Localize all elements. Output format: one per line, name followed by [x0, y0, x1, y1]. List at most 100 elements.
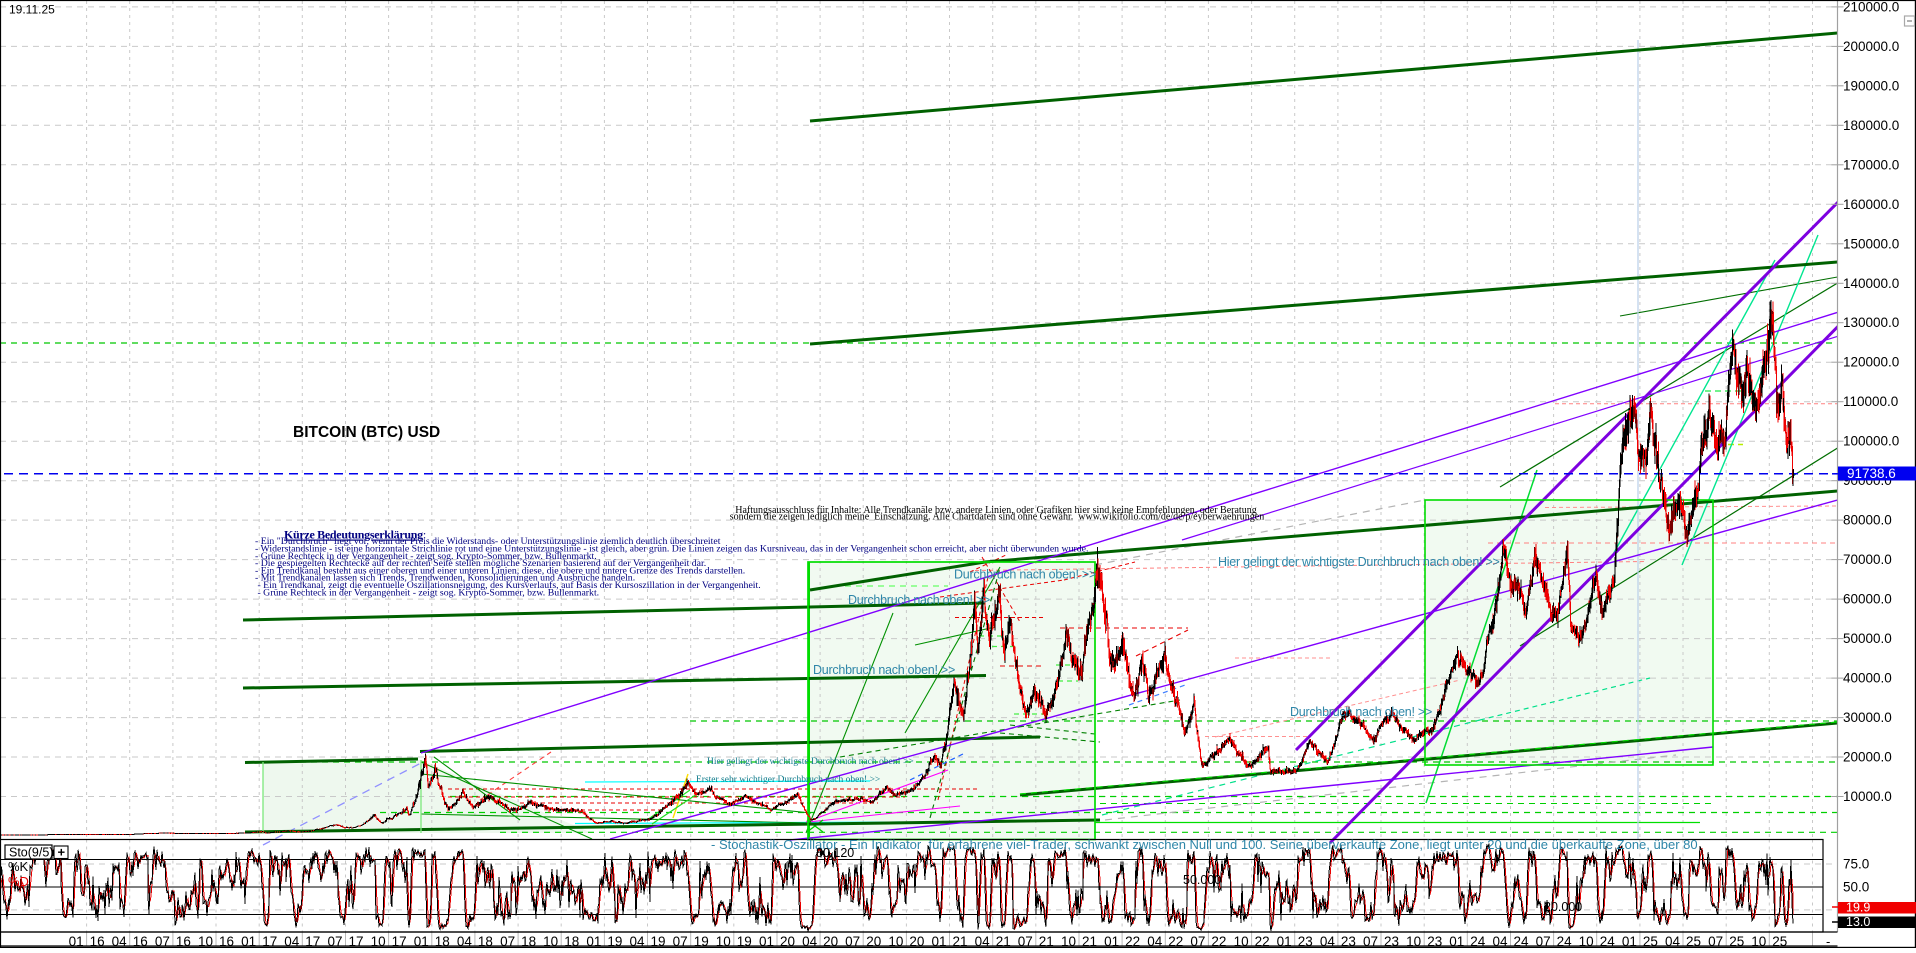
svg-text:- Stochastik-Oszillator - Ein: - Stochastik-Oszillator - Ein Indikator …	[711, 837, 1698, 852]
svg-text:10: 10	[371, 934, 386, 948]
svg-text:+: +	[58, 845, 66, 860]
svg-text:10: 10	[198, 934, 213, 948]
svg-text:130000.0: 130000.0	[1843, 315, 1899, 330]
svg-text:19: 19	[651, 934, 666, 948]
svg-text:70000.0: 70000.0	[1843, 552, 1892, 567]
svg-text:210000.0: 210000.0	[1843, 0, 1899, 14]
svg-text:23: 23	[1298, 934, 1313, 948]
svg-text:07: 07	[327, 934, 342, 948]
svg-text:BITCOIN (BTC) USD: BITCOIN (BTC) USD	[293, 424, 440, 441]
svg-text:Kürze Bedeutungserklärung:: Kürze Bedeutungserklärung:	[284, 528, 426, 542]
svg-text:Sto(9/5): Sto(9/5)	[9, 846, 53, 860]
svg-text:25: 25	[1643, 934, 1658, 948]
svg-text:01: 01	[414, 934, 429, 948]
svg-text:-: -	[1826, 934, 1830, 948]
svg-text:23: 23	[1384, 934, 1399, 948]
svg-text:01: 01	[931, 934, 946, 948]
svg-text:40000.0: 40000.0	[1843, 671, 1892, 686]
svg-text:10: 10	[543, 934, 558, 948]
svg-text:07: 07	[155, 934, 170, 948]
svg-text:%D: %D	[8, 874, 29, 889]
svg-text:- Ein Trendkanal, zeigt die ev: - Ein Trendkanal, zeigt die eventuelle O…	[255, 580, 761, 591]
svg-text:24: 24	[1514, 934, 1530, 948]
svg-text:190000.0: 190000.0	[1843, 78, 1899, 93]
svg-text:01: 01	[1622, 934, 1637, 948]
svg-text:24: 24	[1470, 934, 1486, 948]
svg-text:20: 20	[780, 934, 795, 948]
svg-text:21: 21	[1039, 934, 1054, 948]
svg-text:10: 10	[1061, 934, 1076, 948]
svg-text:Erster sehr wichtiger Durchbru: Erster sehr wichtiger Durchbruch nach ob…	[696, 775, 880, 785]
svg-text:07: 07	[845, 934, 860, 948]
svg-text:04: 04	[1147, 934, 1163, 948]
svg-text:19: 19	[607, 934, 622, 948]
svg-text:50.0: 50.0	[1843, 880, 1869, 895]
svg-text:10: 10	[716, 934, 731, 948]
svg-text:01: 01	[1104, 934, 1119, 948]
svg-text:04: 04	[457, 934, 473, 948]
svg-text:04: 04	[975, 934, 991, 948]
svg-text:07: 07	[1708, 934, 1723, 948]
svg-text:%K: %K	[8, 859, 29, 874]
svg-text:Durchbruch nach oben! >>: Durchbruch nach oben! >>	[954, 568, 1096, 582]
svg-text:180000.0: 180000.0	[1843, 118, 1899, 133]
svg-text:21: 21	[996, 934, 1011, 948]
svg-text:19.9: 19.9	[1846, 901, 1870, 915]
svg-text:10: 10	[1406, 934, 1421, 948]
svg-text:07: 07	[500, 934, 515, 948]
svg-text:100000.0: 100000.0	[1843, 434, 1899, 449]
svg-text:160000.0: 160000.0	[1843, 197, 1899, 212]
svg-text:60000.0: 60000.0	[1843, 592, 1892, 607]
svg-text:18: 18	[478, 934, 493, 948]
svg-text:50000.0: 50000.0	[1843, 631, 1892, 646]
svg-text:25: 25	[1686, 934, 1701, 948]
svg-text:25: 25	[1772, 934, 1787, 948]
svg-text:- Die gespiegelten Rechtecke a: - Die gespiegelten Rechtecke auf der rec…	[255, 558, 706, 569]
svg-text:07: 07	[673, 934, 688, 948]
svg-text:18: 18	[564, 934, 579, 948]
svg-text:20: 20	[909, 934, 924, 948]
svg-text:16: 16	[90, 934, 105, 948]
svg-text:19: 19	[694, 934, 709, 948]
svg-text:Durchbruch nach oben! >>: Durchbruch nach oben! >>	[1290, 705, 1432, 719]
svg-text:07: 07	[1536, 934, 1551, 948]
svg-text:16: 16	[176, 934, 191, 948]
svg-text:22: 22	[1125, 934, 1140, 948]
svg-text:07: 07	[1018, 934, 1033, 948]
svg-text:07: 07	[1363, 934, 1378, 948]
svg-text:200000.0: 200000.0	[1843, 39, 1899, 54]
svg-text:Durchbruch nach oben! >>: Durchbruch nach oben! >>	[848, 593, 990, 607]
svg-text:80,120: 80,120	[816, 846, 854, 860]
svg-text:170000.0: 170000.0	[1843, 157, 1899, 172]
svg-text:01: 01	[586, 934, 601, 948]
svg-text:80000.0: 80000.0	[1843, 513, 1892, 528]
svg-text:23: 23	[1341, 934, 1356, 948]
svg-text:75.0: 75.0	[1843, 857, 1869, 872]
svg-text:04: 04	[112, 934, 128, 948]
svg-text:17: 17	[392, 934, 407, 948]
svg-text:20: 20	[823, 934, 838, 948]
svg-text:140000.0: 140000.0	[1843, 276, 1899, 291]
svg-text:10: 10	[1751, 934, 1766, 948]
svg-text:19.11.25: 19.11.25	[9, 3, 55, 17]
svg-text:10000.0: 10000.0	[1843, 789, 1892, 804]
svg-text:22: 22	[1211, 934, 1226, 948]
svg-text:17: 17	[305, 934, 320, 948]
svg-text:150000.0: 150000.0	[1843, 236, 1899, 251]
svg-text:18: 18	[521, 934, 536, 948]
svg-text:22: 22	[1168, 934, 1183, 948]
svg-text:10: 10	[1579, 934, 1594, 948]
svg-text:04: 04	[629, 934, 645, 948]
svg-text:24: 24	[1600, 934, 1616, 948]
svg-text:04: 04	[284, 934, 300, 948]
svg-text:50.000: 50.000	[1183, 873, 1221, 887]
svg-text:16: 16	[133, 934, 148, 948]
svg-text:01: 01	[241, 934, 256, 948]
svg-text:- Mit Trendkanälen lassen sich: - Mit Trendkanälen lassen sich Trends, T…	[255, 573, 635, 584]
svg-text:- Widerstandslinie - ist eine: - Widerstandslinie - ist eine horizontal…	[255, 544, 1088, 555]
svg-text:- Grüne Rechteck in der Vergan: - Grüne Rechteck in der Vergangenheit - …	[255, 551, 597, 562]
svg-text:16: 16	[219, 934, 234, 948]
svg-text:21: 21	[1082, 934, 1097, 948]
svg-text:91738.6: 91738.6	[1847, 466, 1896, 481]
svg-text:18: 18	[435, 934, 450, 948]
